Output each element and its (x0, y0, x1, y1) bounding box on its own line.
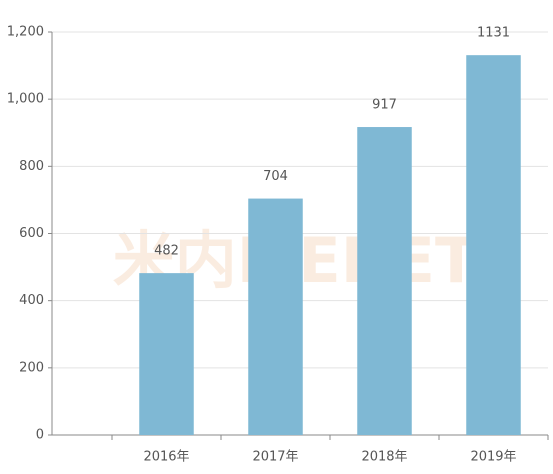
y-tick-label: 200 (19, 360, 44, 375)
y-tick-label: 400 (19, 293, 44, 308)
value-label: 704 (263, 169, 288, 184)
y-tick-label: 800 (19, 159, 44, 174)
x-tick-label: 2016年 (143, 450, 189, 465)
y-tick-label: 1,000 (7, 92, 44, 107)
value-label: 482 (154, 244, 179, 259)
x-tick-label: 2018年 (361, 450, 407, 465)
x-tick-label: 2019年 (470, 450, 516, 465)
y-tick-label: 0 (36, 428, 44, 443)
x-tick-label: 2017年 (252, 450, 298, 465)
bar (357, 127, 412, 435)
y-tick-label: 600 (19, 226, 44, 241)
y-tick-label: 1,200 (7, 25, 44, 40)
bar (466, 55, 521, 436)
bar (248, 198, 303, 435)
value-label: 1131 (477, 26, 510, 41)
bar (139, 273, 194, 435)
value-label: 917 (372, 98, 397, 113)
